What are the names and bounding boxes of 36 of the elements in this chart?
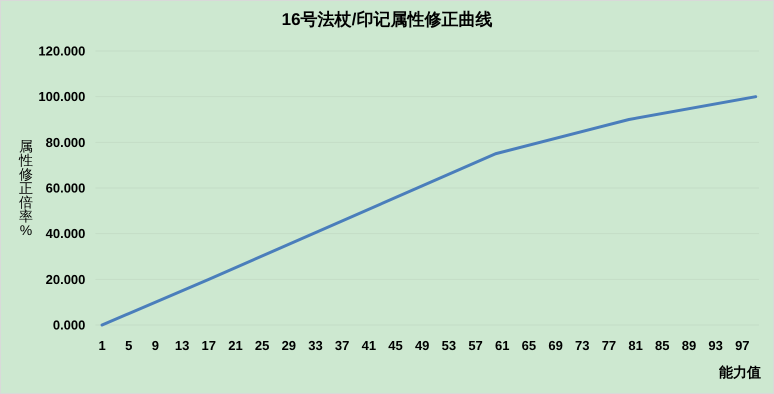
y-tick-label: 20.000 — [46, 272, 86, 287]
x-tick-label: 69 — [548, 338, 563, 353]
x-tick-label: 25 — [254, 338, 270, 353]
x-tick-label: 29 — [282, 338, 296, 353]
x-tick-label: 45 — [388, 338, 403, 353]
x-tick-label: 57 — [468, 338, 483, 353]
x-tick-label: 65 — [522, 338, 536, 353]
x-tick-label: 21 — [228, 338, 243, 353]
x-tick-label: 93 — [708, 338, 723, 353]
chart-title: 16号法杖/印记属性修正曲线 — [282, 10, 492, 29]
y-tick-label: 0.000 — [52, 318, 86, 332]
x-tick-label: 77 — [602, 338, 616, 353]
y-axis-title: 属性修正倍率% — [18, 138, 33, 238]
y-tick-label: 80.000 — [46, 134, 86, 150]
y-tick-label: 60.000 — [46, 180, 86, 196]
x-tick-label: 61 — [494, 338, 510, 353]
x-tick-label: 81 — [628, 338, 643, 353]
x-tick-label: 49 — [414, 338, 430, 353]
x-tick-label: 37 — [334, 338, 350, 353]
x-tick-label: 33 — [308, 338, 323, 353]
x-tick-label: 41 — [362, 338, 376, 353]
x-tick-label: 17 — [202, 338, 216, 353]
line-series — [100, 95, 758, 326]
x-tick-label: 89 — [682, 338, 696, 353]
x-tick-label: 13 — [174, 338, 190, 353]
y-tick-label: 120.000 — [38, 44, 86, 58]
x-tick-label: 5 — [125, 338, 132, 353]
x-tick-label: 9 — [152, 338, 160, 353]
y-tick-label: 40.000 — [46, 226, 86, 242]
x-tick-label: 53 — [442, 338, 456, 353]
x-axis-title: 能力值 — [719, 364, 761, 380]
x-tick-label: 73 — [575, 338, 590, 353]
y-tick-label: 100.000 — [38, 89, 86, 104]
x-tick-label: 97 — [735, 338, 750, 353]
x-tick-label: 1 — [98, 338, 106, 353]
x-tick-label: 85 — [655, 338, 670, 353]
